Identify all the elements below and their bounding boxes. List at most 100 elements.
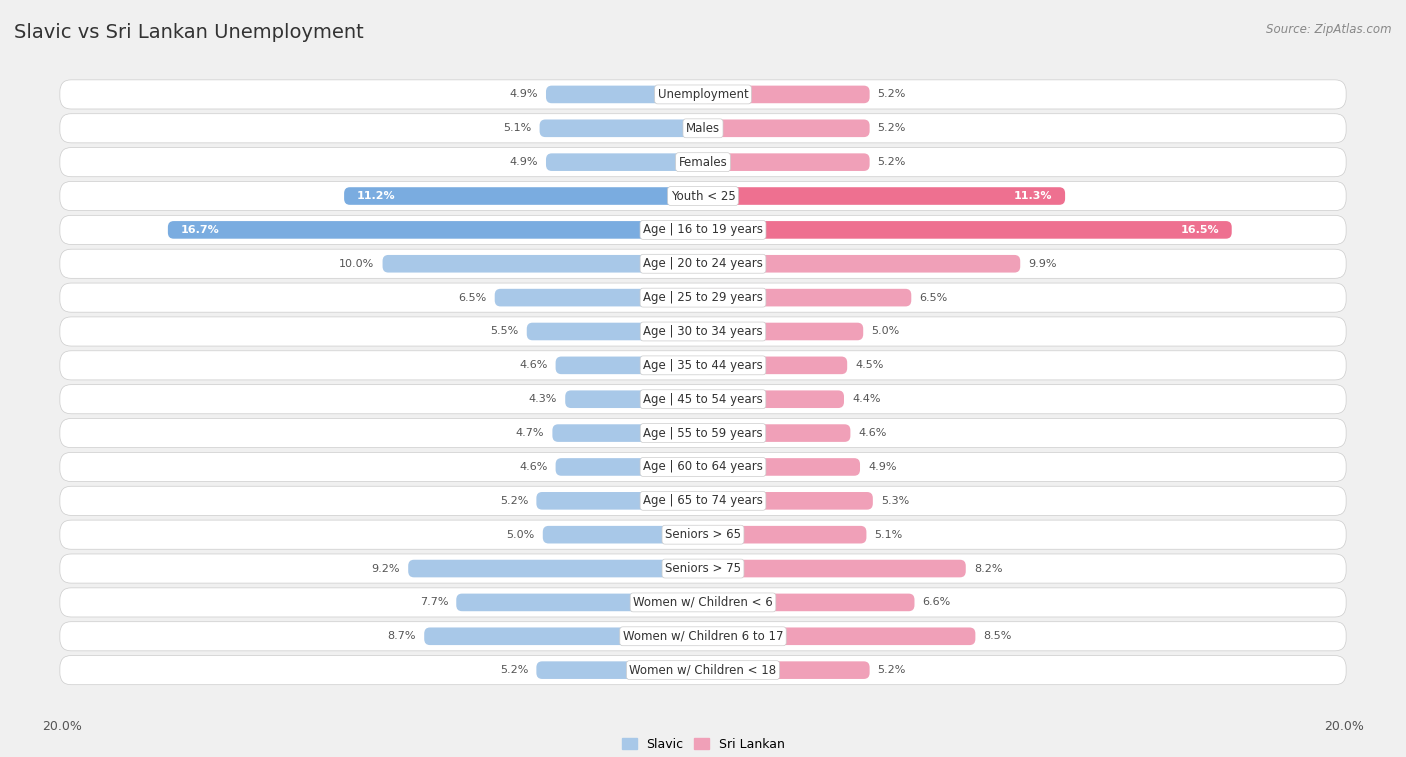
FancyBboxPatch shape <box>457 593 703 611</box>
Text: 5.2%: 5.2% <box>877 157 905 167</box>
FancyBboxPatch shape <box>408 559 703 578</box>
Text: 4.6%: 4.6% <box>519 360 547 370</box>
Text: Age | 65 to 74 years: Age | 65 to 74 years <box>643 494 763 507</box>
Text: Seniors > 65: Seniors > 65 <box>665 528 741 541</box>
Text: Slavic vs Sri Lankan Unemployment: Slavic vs Sri Lankan Unemployment <box>14 23 364 42</box>
Text: 6.5%: 6.5% <box>458 293 486 303</box>
FancyBboxPatch shape <box>536 662 703 679</box>
FancyBboxPatch shape <box>703 221 1232 238</box>
Text: 5.2%: 5.2% <box>877 665 905 675</box>
FancyBboxPatch shape <box>703 458 860 475</box>
Text: Age | 35 to 44 years: Age | 35 to 44 years <box>643 359 763 372</box>
FancyBboxPatch shape <box>495 289 703 307</box>
FancyBboxPatch shape <box>60 215 1346 245</box>
Text: 4.3%: 4.3% <box>529 394 557 404</box>
FancyBboxPatch shape <box>555 357 703 374</box>
Text: 4.9%: 4.9% <box>509 89 538 99</box>
Text: Age | 20 to 24 years: Age | 20 to 24 years <box>643 257 763 270</box>
FancyBboxPatch shape <box>703 492 873 509</box>
FancyBboxPatch shape <box>60 520 1346 550</box>
FancyBboxPatch shape <box>703 628 976 645</box>
Text: Women w/ Children < 18: Women w/ Children < 18 <box>630 664 776 677</box>
FancyBboxPatch shape <box>703 289 911 307</box>
Text: 7.7%: 7.7% <box>420 597 449 607</box>
Text: 8.7%: 8.7% <box>388 631 416 641</box>
FancyBboxPatch shape <box>60 385 1346 414</box>
FancyBboxPatch shape <box>60 80 1346 109</box>
FancyBboxPatch shape <box>60 114 1346 143</box>
FancyBboxPatch shape <box>703 424 851 442</box>
Text: 5.1%: 5.1% <box>503 123 531 133</box>
FancyBboxPatch shape <box>60 249 1346 279</box>
FancyBboxPatch shape <box>60 486 1346 516</box>
Text: 5.2%: 5.2% <box>877 89 905 99</box>
Text: Youth < 25: Youth < 25 <box>671 189 735 203</box>
FancyBboxPatch shape <box>540 120 703 137</box>
Text: 5.0%: 5.0% <box>506 530 534 540</box>
Text: 4.6%: 4.6% <box>859 428 887 438</box>
Text: 4.4%: 4.4% <box>852 394 880 404</box>
FancyBboxPatch shape <box>382 255 703 273</box>
Text: 4.7%: 4.7% <box>516 428 544 438</box>
Text: 5.5%: 5.5% <box>491 326 519 336</box>
Text: 4.9%: 4.9% <box>868 462 897 472</box>
FancyBboxPatch shape <box>60 621 1346 651</box>
Text: 5.0%: 5.0% <box>872 326 900 336</box>
FancyBboxPatch shape <box>703 322 863 341</box>
Text: Age | 30 to 34 years: Age | 30 to 34 years <box>643 325 763 338</box>
FancyBboxPatch shape <box>60 148 1346 176</box>
Text: Females: Females <box>679 156 727 169</box>
FancyBboxPatch shape <box>536 492 703 509</box>
Text: 10.0%: 10.0% <box>339 259 374 269</box>
FancyBboxPatch shape <box>703 154 870 171</box>
FancyBboxPatch shape <box>703 357 848 374</box>
Text: 6.5%: 6.5% <box>920 293 948 303</box>
FancyBboxPatch shape <box>60 588 1346 617</box>
Text: Age | 55 to 59 years: Age | 55 to 59 years <box>643 427 763 440</box>
FancyBboxPatch shape <box>703 86 870 103</box>
FancyBboxPatch shape <box>167 221 703 238</box>
FancyBboxPatch shape <box>60 419 1346 447</box>
FancyBboxPatch shape <box>60 350 1346 380</box>
FancyBboxPatch shape <box>60 182 1346 210</box>
FancyBboxPatch shape <box>60 317 1346 346</box>
Text: Age | 16 to 19 years: Age | 16 to 19 years <box>643 223 763 236</box>
Text: Age | 25 to 29 years: Age | 25 to 29 years <box>643 291 763 304</box>
FancyBboxPatch shape <box>703 559 966 578</box>
FancyBboxPatch shape <box>703 120 870 137</box>
FancyBboxPatch shape <box>703 593 914 611</box>
Text: Source: ZipAtlas.com: Source: ZipAtlas.com <box>1267 23 1392 36</box>
Legend: Slavic, Sri Lankan: Slavic, Sri Lankan <box>616 733 790 755</box>
FancyBboxPatch shape <box>60 554 1346 583</box>
Text: 5.2%: 5.2% <box>877 123 905 133</box>
FancyBboxPatch shape <box>565 391 703 408</box>
FancyBboxPatch shape <box>60 656 1346 685</box>
Text: Age | 45 to 54 years: Age | 45 to 54 years <box>643 393 763 406</box>
Text: Women w/ Children 6 to 17: Women w/ Children 6 to 17 <box>623 630 783 643</box>
Text: Women w/ Children < 6: Women w/ Children < 6 <box>633 596 773 609</box>
Text: Age | 60 to 64 years: Age | 60 to 64 years <box>643 460 763 473</box>
Text: 11.2%: 11.2% <box>357 191 395 201</box>
Text: 8.5%: 8.5% <box>983 631 1012 641</box>
FancyBboxPatch shape <box>703 662 870 679</box>
Text: 8.2%: 8.2% <box>974 563 1002 574</box>
FancyBboxPatch shape <box>425 628 703 645</box>
Text: 9.9%: 9.9% <box>1028 259 1057 269</box>
FancyBboxPatch shape <box>527 322 703 341</box>
FancyBboxPatch shape <box>344 187 703 205</box>
Text: Seniors > 75: Seniors > 75 <box>665 562 741 575</box>
Text: 5.2%: 5.2% <box>501 665 529 675</box>
Text: 16.5%: 16.5% <box>1180 225 1219 235</box>
FancyBboxPatch shape <box>703 187 1066 205</box>
Text: 4.9%: 4.9% <box>509 157 538 167</box>
FancyBboxPatch shape <box>60 283 1346 312</box>
Text: 5.2%: 5.2% <box>501 496 529 506</box>
Text: 4.6%: 4.6% <box>519 462 547 472</box>
Text: Unemployment: Unemployment <box>658 88 748 101</box>
Text: 16.7%: 16.7% <box>181 225 219 235</box>
Text: 11.3%: 11.3% <box>1014 191 1052 201</box>
FancyBboxPatch shape <box>553 424 703 442</box>
FancyBboxPatch shape <box>60 453 1346 481</box>
FancyBboxPatch shape <box>546 86 703 103</box>
FancyBboxPatch shape <box>703 526 866 544</box>
